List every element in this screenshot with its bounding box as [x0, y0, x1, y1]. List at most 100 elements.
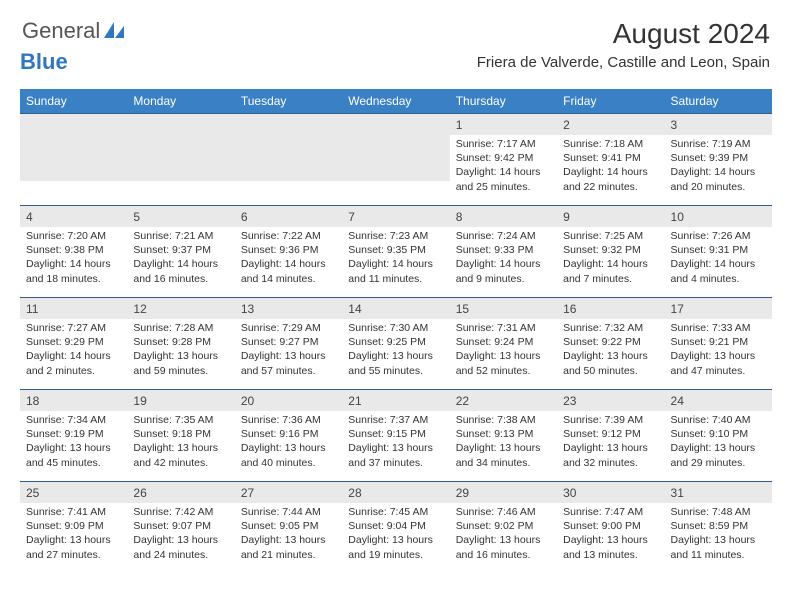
sunset-text: Sunset: 9:07 PM: [133, 519, 228, 533]
sunrise-text: Sunrise: 7:27 AM: [26, 321, 121, 335]
brand-text-blue: Blue: [20, 49, 68, 75]
day-details: Sunrise: 7:38 AMSunset: 9:13 PMDaylight:…: [450, 411, 557, 474]
day-number: [20, 114, 127, 121]
sunrise-text: Sunrise: 7:34 AM: [26, 413, 121, 427]
day-number: 17: [665, 298, 772, 319]
sunset-text: Sunset: 9:19 PM: [26, 427, 121, 441]
daylight-text: Daylight: 14 hours and 25 minutes.: [456, 165, 551, 193]
weekday-header: Saturday: [665, 89, 772, 114]
calendar-cell: 30Sunrise: 7:47 AMSunset: 9:00 PMDayligh…: [557, 482, 664, 574]
daylight-text: Daylight: 13 hours and 42 minutes.: [133, 441, 228, 469]
calendar-week-row: 11Sunrise: 7:27 AMSunset: 9:29 PMDayligh…: [20, 298, 772, 390]
day-details: Sunrise: 7:44 AMSunset: 9:05 PMDaylight:…: [235, 503, 342, 566]
daylight-text: Daylight: 13 hours and 50 minutes.: [563, 349, 658, 377]
sunrise-text: Sunrise: 7:33 AM: [671, 321, 766, 335]
day-details: Sunrise: 7:29 AMSunset: 9:27 PMDaylight:…: [235, 319, 342, 382]
day-number: 1: [450, 114, 557, 135]
weekday-header: Monday: [127, 89, 234, 114]
calendar-week-row: 4Sunrise: 7:20 AMSunset: 9:38 PMDaylight…: [20, 206, 772, 298]
day-details: [20, 121, 127, 181]
day-details: Sunrise: 7:47 AMSunset: 9:00 PMDaylight:…: [557, 503, 664, 566]
day-details: Sunrise: 7:40 AMSunset: 9:10 PMDaylight:…: [665, 411, 772, 474]
daylight-text: Daylight: 13 hours and 32 minutes.: [563, 441, 658, 469]
sunset-text: Sunset: 9:35 PM: [348, 243, 443, 257]
day-number: 13: [235, 298, 342, 319]
calendar-cell: 15Sunrise: 7:31 AMSunset: 9:24 PMDayligh…: [450, 298, 557, 390]
calendar-cell: 14Sunrise: 7:30 AMSunset: 9:25 PMDayligh…: [342, 298, 449, 390]
sunrise-text: Sunrise: 7:39 AM: [563, 413, 658, 427]
day-details: Sunrise: 7:36 AMSunset: 9:16 PMDaylight:…: [235, 411, 342, 474]
sunrise-text: Sunrise: 7:18 AM: [563, 137, 658, 151]
calendar-cell: 22Sunrise: 7:38 AMSunset: 9:13 PMDayligh…: [450, 390, 557, 482]
sunrise-text: Sunrise: 7:22 AM: [241, 229, 336, 243]
calendar-body: 1Sunrise: 7:17 AMSunset: 9:42 PMDaylight…: [20, 114, 772, 574]
daylight-text: Daylight: 13 hours and 34 minutes.: [456, 441, 551, 469]
sunset-text: Sunset: 9:09 PM: [26, 519, 121, 533]
day-number: 30: [557, 482, 664, 503]
day-number: 9: [557, 206, 664, 227]
daylight-text: Daylight: 13 hours and 27 minutes.: [26, 533, 121, 561]
day-number: 28: [342, 482, 449, 503]
day-details: Sunrise: 7:39 AMSunset: 9:12 PMDaylight:…: [557, 411, 664, 474]
daylight-text: Daylight: 14 hours and 7 minutes.: [563, 257, 658, 285]
day-number: 21: [342, 390, 449, 411]
daylight-text: Daylight: 14 hours and 9 minutes.: [456, 257, 551, 285]
day-number: 20: [235, 390, 342, 411]
calendar-cell: 1Sunrise: 7:17 AMSunset: 9:42 PMDaylight…: [450, 114, 557, 206]
daylight-text: Daylight: 13 hours and 47 minutes.: [671, 349, 766, 377]
daylight-text: Daylight: 13 hours and 21 minutes.: [241, 533, 336, 561]
day-number: 4: [20, 206, 127, 227]
day-number: 5: [127, 206, 234, 227]
sunset-text: Sunset: 9:32 PM: [563, 243, 658, 257]
daylight-text: Daylight: 13 hours and 19 minutes.: [348, 533, 443, 561]
day-number: [342, 114, 449, 121]
day-number: 16: [557, 298, 664, 319]
calendar-week-row: 18Sunrise: 7:34 AMSunset: 9:19 PMDayligh…: [20, 390, 772, 482]
daylight-text: Daylight: 13 hours and 29 minutes.: [671, 441, 766, 469]
day-number: 27: [235, 482, 342, 503]
day-details: Sunrise: 7:30 AMSunset: 9:25 PMDaylight:…: [342, 319, 449, 382]
sunrise-text: Sunrise: 7:42 AM: [133, 505, 228, 519]
calendar-cell: [20, 114, 127, 206]
calendar-cell: 31Sunrise: 7:48 AMSunset: 8:59 PMDayligh…: [665, 482, 772, 574]
day-details: Sunrise: 7:27 AMSunset: 9:29 PMDaylight:…: [20, 319, 127, 382]
sunset-text: Sunset: 9:33 PM: [456, 243, 551, 257]
calendar-cell: 7Sunrise: 7:23 AMSunset: 9:35 PMDaylight…: [342, 206, 449, 298]
sunset-text: Sunset: 9:37 PM: [133, 243, 228, 257]
calendar-cell: 2Sunrise: 7:18 AMSunset: 9:41 PMDaylight…: [557, 114, 664, 206]
sunset-text: Sunset: 9:31 PM: [671, 243, 766, 257]
daylight-text: Daylight: 14 hours and 2 minutes.: [26, 349, 121, 377]
location-subtitle: Friera de Valverde, Castille and Leon, S…: [477, 54, 770, 71]
sunset-text: Sunset: 9:16 PM: [241, 427, 336, 441]
calendar-cell: 28Sunrise: 7:45 AMSunset: 9:04 PMDayligh…: [342, 482, 449, 574]
day-details: Sunrise: 7:34 AMSunset: 9:19 PMDaylight:…: [20, 411, 127, 474]
day-number: 7: [342, 206, 449, 227]
sunrise-text: Sunrise: 7:21 AM: [133, 229, 228, 243]
sunrise-text: Sunrise: 7:41 AM: [26, 505, 121, 519]
calendar-cell: 4Sunrise: 7:20 AMSunset: 9:38 PMDaylight…: [20, 206, 127, 298]
sunrise-text: Sunrise: 7:40 AM: [671, 413, 766, 427]
weekday-header: Sunday: [20, 89, 127, 114]
daylight-text: Daylight: 13 hours and 45 minutes.: [26, 441, 121, 469]
sunrise-text: Sunrise: 7:44 AM: [241, 505, 336, 519]
sunrise-text: Sunrise: 7:20 AM: [26, 229, 121, 243]
day-details: [235, 121, 342, 181]
sunset-text: Sunset: 9:05 PM: [241, 519, 336, 533]
sunset-text: Sunset: 9:25 PM: [348, 335, 443, 349]
day-details: Sunrise: 7:48 AMSunset: 8:59 PMDaylight:…: [665, 503, 772, 566]
sunrise-text: Sunrise: 7:25 AM: [563, 229, 658, 243]
daylight-text: Daylight: 13 hours and 13 minutes.: [563, 533, 658, 561]
day-details: Sunrise: 7:23 AMSunset: 9:35 PMDaylight:…: [342, 227, 449, 290]
day-number: [127, 114, 234, 121]
day-details: Sunrise: 7:41 AMSunset: 9:09 PMDaylight:…: [20, 503, 127, 566]
calendar-cell: 21Sunrise: 7:37 AMSunset: 9:15 PMDayligh…: [342, 390, 449, 482]
day-details: Sunrise: 7:42 AMSunset: 9:07 PMDaylight:…: [127, 503, 234, 566]
day-number: 24: [665, 390, 772, 411]
sunset-text: Sunset: 9:28 PM: [133, 335, 228, 349]
sunset-text: Sunset: 9:24 PM: [456, 335, 551, 349]
sunrise-text: Sunrise: 7:38 AM: [456, 413, 551, 427]
day-number: 6: [235, 206, 342, 227]
calendar-cell: 11Sunrise: 7:27 AMSunset: 9:29 PMDayligh…: [20, 298, 127, 390]
weekday-header: Thursday: [450, 89, 557, 114]
day-number: 15: [450, 298, 557, 319]
